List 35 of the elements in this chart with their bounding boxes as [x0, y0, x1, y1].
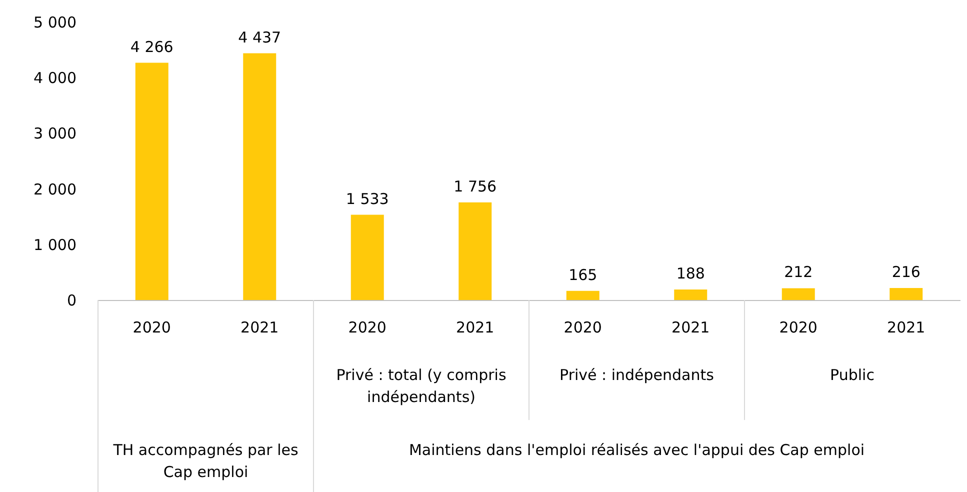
text: Public: [830, 366, 874, 384]
data-label: 4 266: [130, 38, 174, 56]
text: TH accompagnés par les Cap emploi: [112, 441, 298, 481]
data-label: 216: [892, 262, 920, 281]
data-label: 188: [676, 264, 705, 283]
data-label: 165: [568, 266, 598, 284]
bar: [782, 288, 815, 300]
text: Maintiens dans l'emploi réalisés avec l'appui des Cap emploi: [408, 441, 865, 459]
y-tick-label: 4 000: [34, 69, 76, 88]
bar: [243, 53, 276, 300]
bar: [674, 290, 708, 300]
x-tick-label: 2020: [348, 318, 386, 336]
bar: [890, 288, 923, 300]
x-tick-label: 2021: [672, 318, 710, 336]
bar: [350, 214, 384, 300]
bar: [458, 202, 492, 300]
data-label: 1 756: [454, 177, 497, 196]
x-tick-label: 2020: [564, 318, 602, 336]
data-label: 1 533: [346, 190, 389, 208]
y-tick-label: 5 000: [34, 14, 76, 32]
y-tick-label: 3 000: [34, 124, 76, 143]
y-tick-label: 2 000: [34, 180, 76, 198]
y-tick-label: 1 000: [34, 236, 76, 254]
data-label: 212: [784, 263, 813, 282]
x-tick-label: 2020: [779, 318, 818, 336]
x-tick-label: 2021: [240, 318, 279, 336]
x-tick-label: 2021: [887, 318, 926, 336]
x-tick-label: 2020: [132, 318, 171, 336]
bar: [135, 62, 168, 300]
text: Privé : indépendants: [560, 366, 714, 384]
data-label: 4 437: [238, 28, 282, 46]
bar: [566, 290, 600, 300]
text: Privé : total (y compris indépendants): [336, 366, 506, 406]
x-tick-label: 2021: [456, 318, 494, 336]
y-tick-label: 0: [66, 292, 76, 310]
